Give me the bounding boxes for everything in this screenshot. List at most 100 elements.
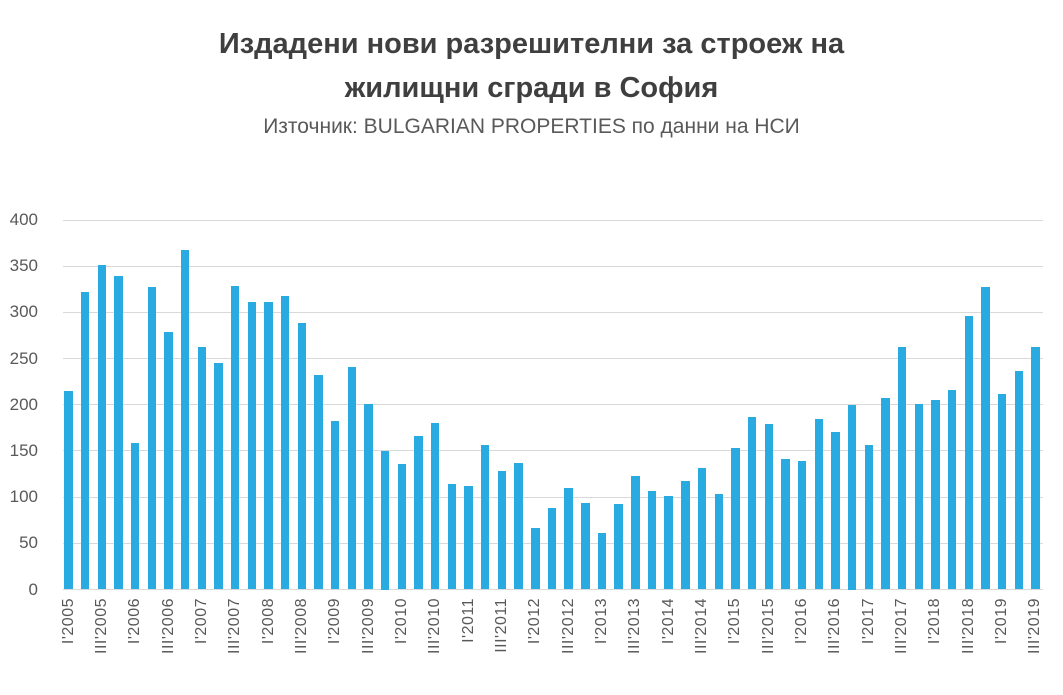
bar [531,527,540,590]
chart-title-line1: Издадени нови разрешителни за строеж на [218,28,845,60]
gridline [63,311,1043,313]
bar [364,403,373,590]
bar [764,424,773,590]
x-axis-tick-label: III'2013 [626,597,644,654]
bar [997,393,1007,590]
chart-title: Издадени нови разрешителни за строеж на … [0,0,1063,110]
bar [831,432,840,590]
x-axis-tick-label: I'2012 [526,597,544,644]
chart-subtitle: Източник: BULGARIAN PROPERTIES по данни … [263,115,800,138]
bar [297,323,307,590]
x-axis-tick-label: III'2008 [292,597,310,654]
x-axis-tick-label: III'2005 [92,597,110,654]
bar [431,423,440,590]
x-axis-tick-label: I'2008 [259,597,277,644]
bar [547,508,557,590]
bar [331,421,340,590]
bar [1014,371,1023,590]
x-axis-tick-label: III'2019 [1026,597,1044,654]
x-axis-tick-label: I'2013 [593,597,610,644]
x-axis-tick-label: III'2010 [426,597,444,654]
bar [214,363,223,590]
bar [314,375,323,590]
x-axis-tick-label: I'2010 [392,597,410,644]
y-axis-tick-label: 100 [9,487,38,507]
bar [464,486,473,590]
bar [64,390,73,590]
bar [497,471,507,590]
bar [981,286,990,590]
bar [80,292,90,590]
gridline [63,358,1043,360]
x-axis-tick-label: I'2017 [859,597,877,644]
gridline [63,265,1043,267]
bar [347,366,357,590]
bar [564,487,573,590]
bar [747,416,757,590]
bar [147,287,157,590]
bar [514,462,523,590]
bar [814,418,823,590]
x-axis-tick-label: I'2018 [926,597,944,644]
bar [931,400,940,590]
y-axis-tick-label: 400 [9,210,38,229]
x-axis-tick-label: III'2016 [826,597,844,654]
bar [414,436,423,590]
bar [664,496,673,590]
x-axis-tick-label: I'2007 [192,597,210,644]
bar [731,448,740,590]
x-axis-tick-label: I'2016 [793,597,811,644]
y-axis-tick-label: 150 [9,440,38,460]
bar [697,467,707,590]
bar [681,481,690,590]
y-axis-tick-label: 300 [9,302,38,322]
bar [897,347,907,590]
x-axis-tick-label: III'2012 [559,597,577,654]
y-axis-tick-label: 50 [19,533,38,553]
bar [447,484,457,590]
chart-title-line2: жилищни сгради в София [344,72,719,104]
x-axis-tick-label: I'2005 [59,597,77,644]
bar [130,442,140,590]
gridline [63,496,1043,498]
bar [947,389,957,590]
y-axis-tick-label: 350 [9,256,38,276]
gridline [63,404,1043,406]
bar [1031,346,1040,590]
bar [247,302,257,590]
bar [714,494,723,590]
x-axis-tick-label: I'2011 [459,597,477,643]
y-axis-tick-label: 0 [28,579,38,599]
bar [614,503,623,590]
bar [397,463,407,590]
bar [847,404,857,590]
bar [914,403,923,590]
y-axis-tick-label: 250 [9,348,38,368]
gridline [63,589,1043,590]
bar [164,331,173,590]
x-axis-tick-label: III'2017 [893,597,911,654]
bar [97,265,107,590]
x-axis-tick-label: III'2011 [492,597,510,653]
bar [597,533,607,590]
gridline [63,450,1043,452]
y-axis-tick-label: 200 [9,394,38,414]
bar [264,302,273,590]
bar [281,295,290,590]
bar [781,459,790,590]
x-axis-tick-label: III'2014 [693,597,711,654]
bar [864,445,873,590]
bar [114,276,123,590]
bar [631,475,640,590]
bar [964,316,973,590]
x-axis-tick-label: III'2007 [226,597,244,654]
bar [181,250,190,590]
bar [481,445,490,590]
x-axis-tick-label: III'2015 [759,597,777,654]
bar [197,347,207,590]
bar [381,450,390,590]
x-axis-tick-label: III'2009 [359,597,377,654]
x-axis-tick-label: I'2009 [326,597,344,644]
x-axis-tick-label: I'2014 [659,597,677,644]
